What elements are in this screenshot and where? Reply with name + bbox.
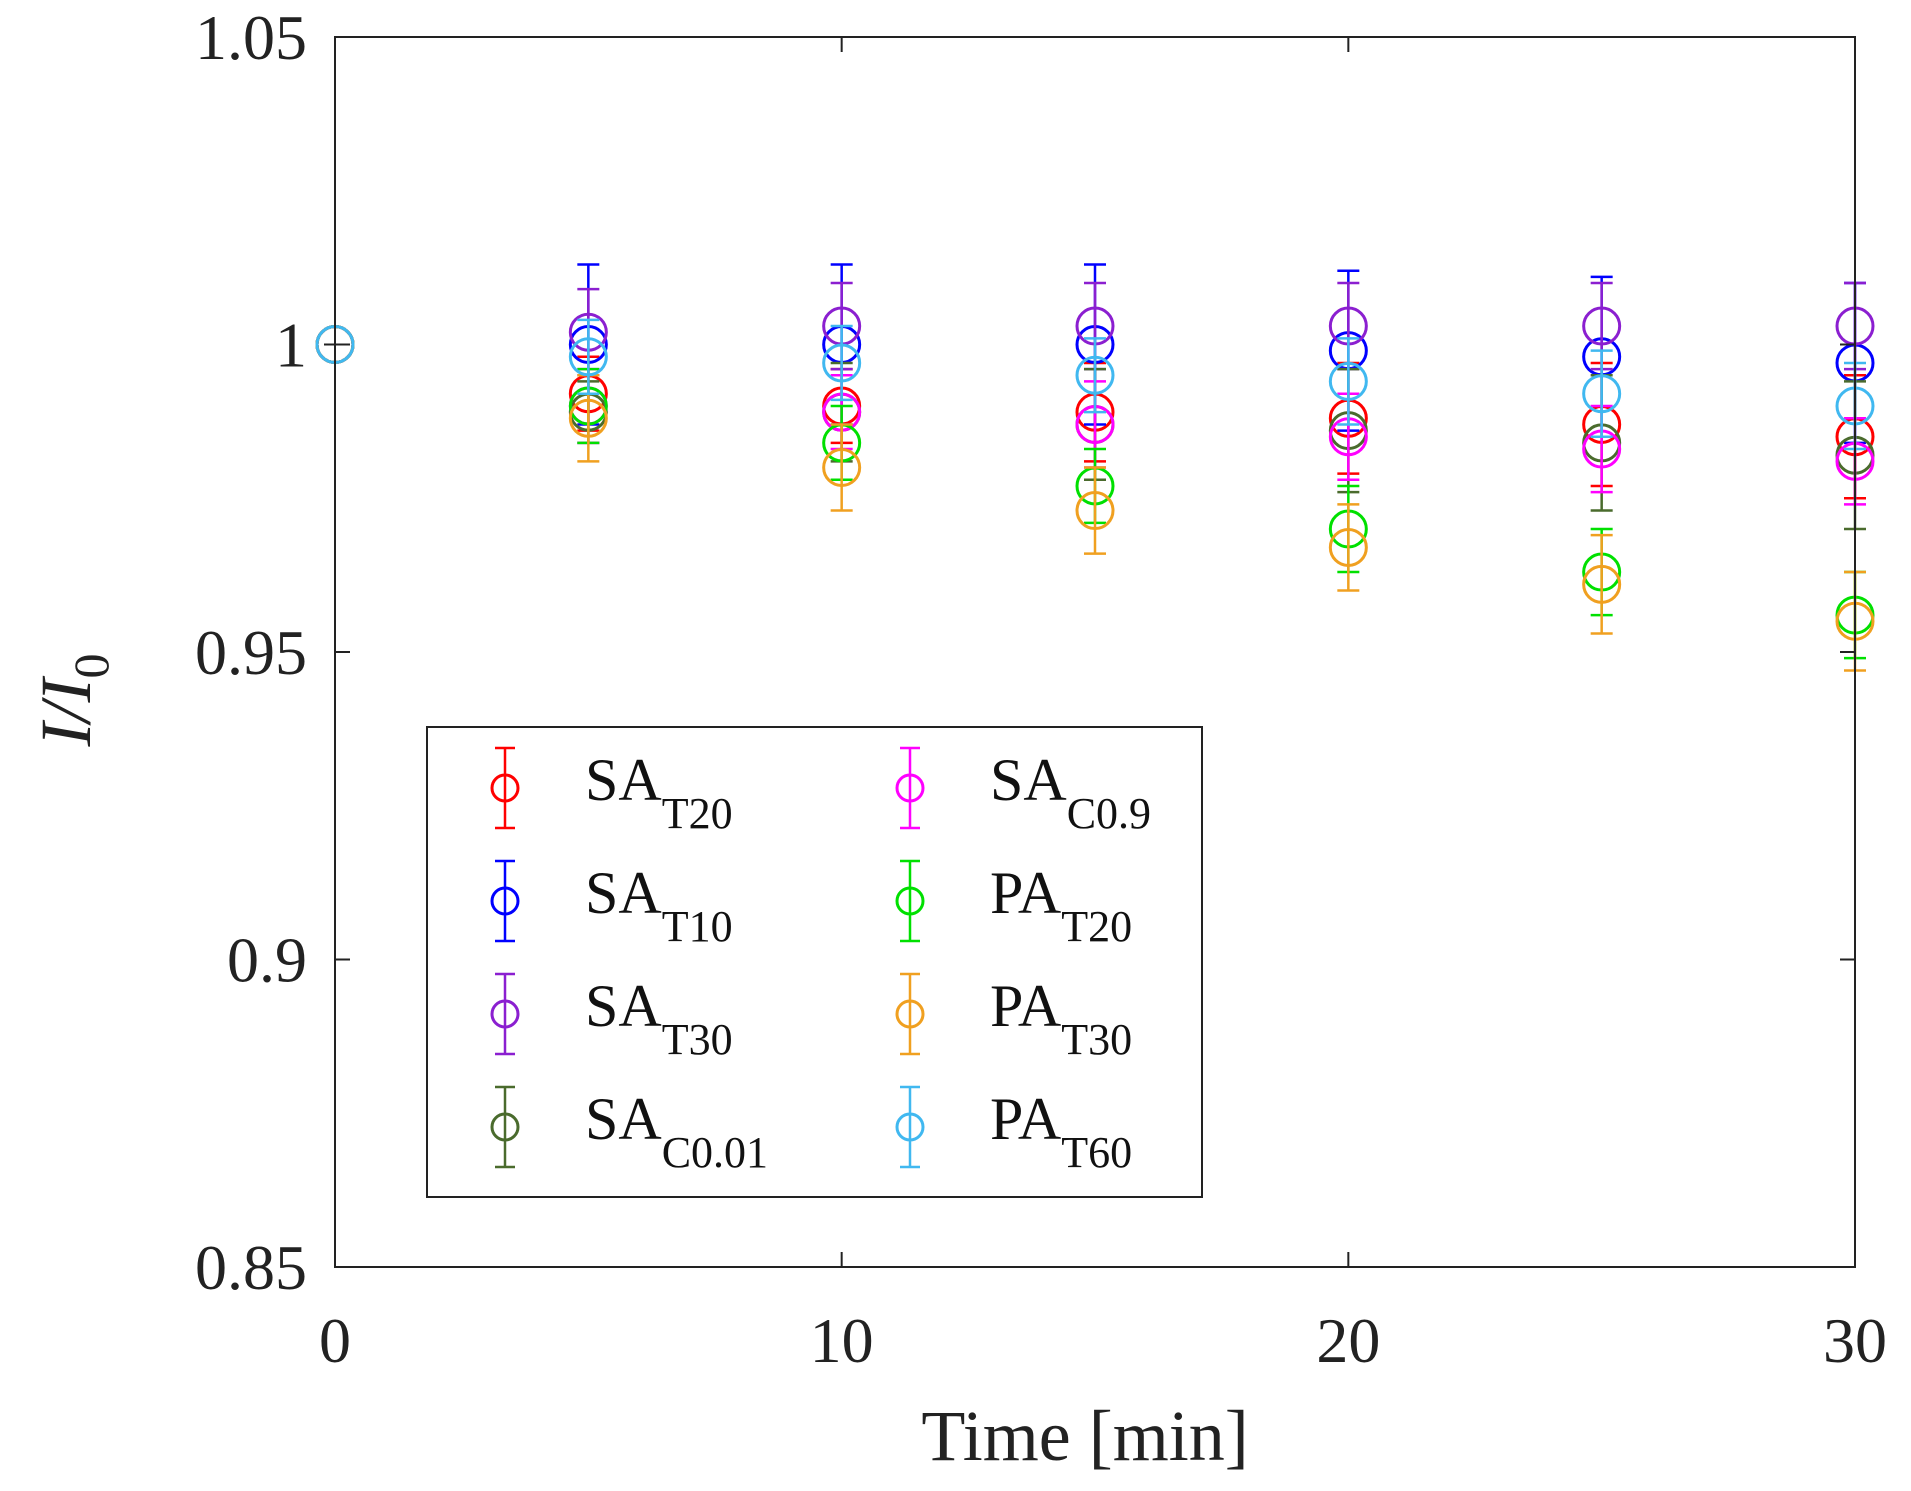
- data-point: [822, 343, 862, 383]
- legend-label-sub: T30: [662, 1015, 733, 1064]
- legend-label-sub: C0.9: [1067, 789, 1151, 838]
- legend-marker: [895, 1112, 925, 1142]
- legend-label-main: SA: [585, 860, 662, 926]
- legend-item: SAC0.9: [895, 746, 1151, 838]
- x-tick-label: 30: [1823, 1305, 1887, 1376]
- y-axis-label: I/I0: [26, 654, 119, 748]
- data-point: [1328, 361, 1368, 401]
- x-tick-label: 20: [1316, 1305, 1380, 1376]
- legend-box: [426, 726, 1203, 1198]
- y-axis-label-main: I/I: [26, 676, 106, 748]
- legend-marker: [490, 886, 520, 916]
- legend-item: PAT30: [895, 972, 1132, 1064]
- y-tick-label: 0.85: [195, 1232, 307, 1303]
- legend-label-main: SA: [990, 747, 1067, 813]
- legend-label-main: SA: [585, 1086, 662, 1152]
- y-axis-label-sub: 0: [63, 654, 119, 679]
- x-tick-label: 0: [319, 1305, 351, 1376]
- legend-label-main: PA: [990, 1086, 1061, 1152]
- legend-item: SAT20: [490, 746, 733, 838]
- legend-item: PAT20: [895, 859, 1132, 951]
- legend-label: PAT30: [990, 973, 1132, 1064]
- y-tick-label: 1.05: [195, 2, 307, 73]
- legend: SAT20SAT10SAT30SAC0.01SAC0.9PAT20PAT30PA…: [426, 726, 1203, 1198]
- legend-item: PAT60: [895, 1085, 1132, 1177]
- data-point: [822, 448, 862, 487]
- legend-label-main: PA: [990, 860, 1061, 926]
- y-tick-labels: 0.85 0.9 0.95 1 1.05: [195, 2, 307, 1303]
- legend-marker: [895, 886, 925, 916]
- x-tick-labels: 0 10 20 30: [319, 1305, 1887, 1376]
- legend-item: SAT30: [490, 972, 733, 1064]
- legend-label: PAT20: [990, 860, 1132, 951]
- data-point: [1328, 527, 1368, 567]
- legend-label-sub: T20: [662, 789, 733, 838]
- legend-marker: [490, 773, 520, 803]
- y-tick-label: 1: [275, 310, 307, 381]
- legend-label-main: PA: [990, 973, 1061, 1039]
- legend-label-main: SA: [585, 747, 662, 813]
- x-tick-label: 10: [810, 1305, 874, 1376]
- y-tick-label: 0.9: [227, 925, 307, 996]
- data-point: [1582, 306, 1622, 346]
- data-point: [1075, 491, 1115, 531]
- legend-label: SAC0.01: [585, 1086, 768, 1177]
- legend-label-sub: T10: [662, 902, 733, 951]
- axis-ticks: [334, 36, 1856, 1268]
- data-point: [1075, 355, 1115, 395]
- legend-marker: [895, 773, 925, 803]
- y-tick-label: 0.95: [195, 617, 307, 688]
- legend-label-sub: T60: [1061, 1128, 1132, 1177]
- data-point: [1582, 564, 1622, 604]
- x-axis-label: Time [min]: [921, 1396, 1248, 1476]
- data-point: [568, 337, 608, 377]
- legend-marker: [490, 1112, 520, 1142]
- legend-item: SAT10: [490, 859, 733, 951]
- legend-label-sub: T30: [1061, 1015, 1132, 1064]
- legend-label-main: SA: [585, 973, 662, 1039]
- legend-label: SAT10: [585, 860, 733, 951]
- data-point: [1582, 374, 1622, 414]
- data-point: [568, 398, 608, 438]
- legend-label: SAC0.9: [990, 747, 1151, 838]
- legend-marker: [490, 999, 520, 1029]
- legend-marker: [895, 999, 925, 1029]
- legend-item: SAC0.01: [490, 1085, 768, 1177]
- legend-label: PAT60: [990, 1086, 1132, 1177]
- legend-label-sub: T20: [1061, 902, 1132, 951]
- legend-label: SAT20: [585, 747, 733, 838]
- legend-label: SAT30: [585, 973, 733, 1064]
- legend-label-sub: C0.01: [662, 1128, 768, 1177]
- svg-text:I/I0: I/I0: [26, 654, 119, 748]
